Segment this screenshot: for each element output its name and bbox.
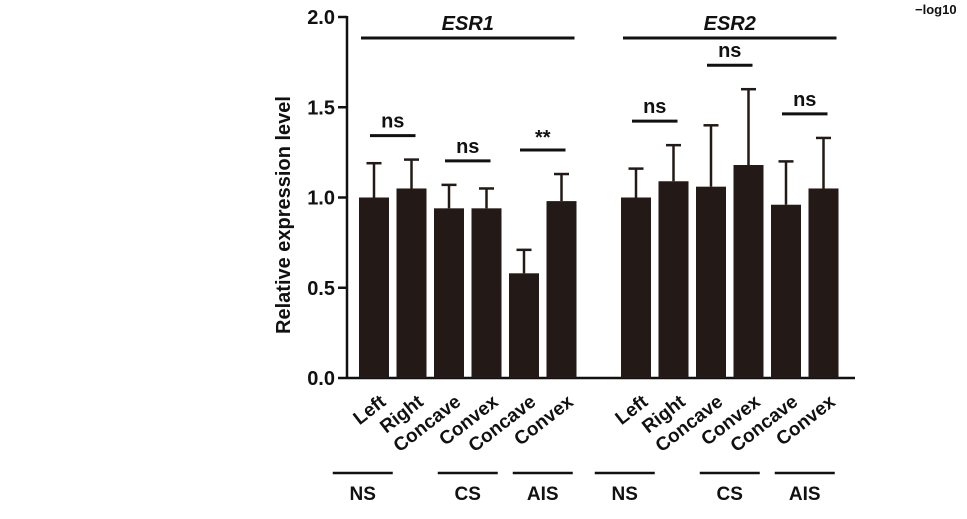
y-tick-label: 0.0 <box>307 368 335 390</box>
significance-label: ns <box>718 40 741 62</box>
significance-label: ns <box>643 96 666 118</box>
significance-label: ns <box>381 111 404 133</box>
bar <box>471 208 502 378</box>
bar <box>434 208 464 378</box>
group-label: NS <box>612 484 638 505</box>
significance-label: ns <box>793 89 816 111</box>
y-tick-label: 1.5 <box>307 97 335 119</box>
annotations-layer: ESR1 ns ns ** NS CS AIS ESR2 ns ns ns NS CS AIS <box>332 13 837 505</box>
y-tick-label: 1.0 <box>307 188 335 210</box>
corner-label: −log10 <box>915 2 957 17</box>
bar <box>696 186 726 378</box>
bar <box>771 204 801 378</box>
significance-label: ns <box>456 136 479 158</box>
group-label: CS <box>717 484 743 505</box>
group-label: NS <box>350 484 376 505</box>
bars-layer <box>359 87 839 378</box>
y-tick-label: 2.0 <box>307 7 335 29</box>
bar <box>359 197 389 378</box>
bar <box>733 165 764 378</box>
y-axis-label: Relative expression level <box>273 96 295 334</box>
bar <box>658 181 689 378</box>
bar <box>808 188 839 378</box>
gene-label: ESR1 <box>442 13 494 35</box>
gene-label: ESR2 <box>704 13 756 35</box>
bar <box>546 201 577 378</box>
significance-label: ** <box>535 127 551 149</box>
bar <box>396 188 427 378</box>
group-label: AIS <box>527 484 559 505</box>
group-label: AIS <box>789 484 821 505</box>
bar <box>621 197 651 378</box>
group-label: CS <box>455 484 481 505</box>
y-tick-label: 0.5 <box>307 278 335 300</box>
bar <box>509 273 539 378</box>
